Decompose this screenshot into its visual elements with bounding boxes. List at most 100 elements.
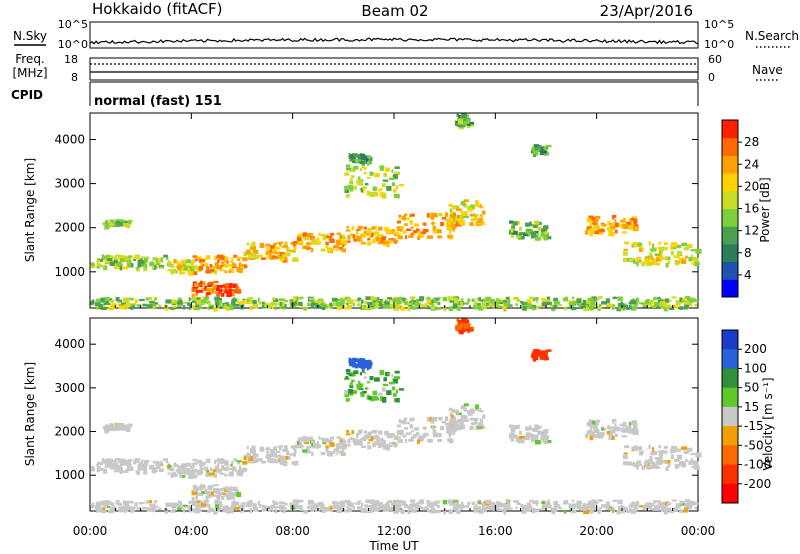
velocity-cell (386, 502, 390, 505)
power-cell (258, 254, 263, 258)
velocity-cell (397, 424, 401, 428)
power-cell (441, 217, 447, 220)
velocity-cell (630, 509, 637, 514)
power-cell (529, 296, 534, 299)
velocity-cell (221, 492, 225, 495)
velocity-cell (675, 505, 681, 509)
power-cell (419, 296, 425, 300)
power-cell (277, 250, 281, 254)
power-cell (264, 302, 267, 307)
power-cell (213, 284, 219, 289)
power-cell (344, 190, 350, 193)
velocity-cell (203, 499, 209, 504)
power-cell (340, 238, 345, 241)
power-cell (670, 246, 677, 250)
velocity-cell (279, 508, 282, 512)
power-cell (658, 241, 662, 245)
colorbar-segment (722, 137, 738, 156)
power-cell (430, 306, 436, 310)
power-cell (154, 302, 159, 305)
velocity-cell (148, 500, 152, 504)
power-cell (361, 161, 366, 166)
velocity-cell (463, 505, 470, 508)
power-cell (397, 220, 401, 224)
velocity-cell (249, 508, 253, 514)
velocity-cell (352, 390, 357, 394)
velocity-cell (265, 507, 271, 510)
velocity-cell (436, 433, 442, 438)
velocity-cell (158, 462, 161, 467)
power-cell (350, 167, 355, 173)
power-cell (325, 241, 329, 245)
velocity-cell (237, 461, 241, 465)
velocity-cell (518, 439, 525, 444)
power-cell (380, 238, 384, 244)
colorbar-segment (722, 330, 738, 350)
velocity-cell (178, 465, 183, 470)
power-cell (250, 246, 256, 250)
power-cell (599, 229, 605, 233)
velocity-cell (290, 445, 295, 449)
velocity-cell (143, 470, 148, 475)
velocity-cell (165, 502, 172, 507)
velocity-cell (121, 505, 127, 509)
power-cell (96, 260, 99, 263)
power-cell (464, 199, 469, 203)
velocity-cell (232, 486, 236, 492)
velocity-cell (227, 496, 233, 500)
velocity-cell (466, 323, 470, 328)
power-cell (617, 303, 624, 307)
velocity-cell (228, 492, 232, 497)
power-cell (94, 301, 101, 307)
colorbar-tick-label: 20 (744, 179, 759, 193)
power-cell (588, 228, 592, 232)
power-cell (136, 267, 140, 272)
power-cell (292, 249, 296, 253)
power-cell (652, 258, 656, 263)
velocity-cell (104, 500, 110, 505)
power-cell (534, 297, 539, 301)
power-cell (546, 301, 552, 306)
power-cell (674, 255, 680, 259)
power-cell (651, 260, 658, 266)
power-cell (458, 220, 464, 225)
velocity-cell (167, 472, 172, 475)
velocity-cell (171, 472, 177, 477)
power-cell (633, 261, 637, 264)
velocity-cell (259, 446, 264, 452)
velocity-cell (134, 502, 138, 507)
velocity-cell (640, 450, 645, 454)
velocity-cell (477, 426, 483, 429)
colorbar-tick-label: 8 (744, 246, 752, 260)
velocity-cell (252, 453, 259, 458)
velocity-cell (410, 499, 416, 503)
velocity-cell (100, 462, 104, 466)
velocity-cell (409, 423, 413, 429)
power-cell (405, 228, 412, 231)
velocity-cell (208, 509, 214, 512)
colorbar-segment (722, 226, 738, 245)
power-cell (245, 250, 251, 255)
power-cell (350, 189, 354, 192)
velocity-cell (404, 504, 409, 509)
power-cell (643, 258, 648, 263)
power-cell (224, 260, 228, 263)
velocity-cell (229, 508, 234, 514)
velocity-cell (344, 377, 350, 381)
power-cell (232, 301, 235, 305)
velocity-cell (543, 439, 548, 445)
velocity-cell (404, 417, 408, 421)
velocity-cell (679, 501, 686, 505)
velocity-cell (226, 509, 230, 514)
power-cell (433, 228, 439, 234)
velocity-cell (546, 499, 550, 505)
power-cell (273, 256, 279, 260)
velocity-cell (223, 467, 229, 472)
power-cell (208, 281, 213, 285)
velocity-cell (188, 508, 192, 513)
velocity-cell (384, 371, 390, 377)
power-cell (460, 298, 464, 302)
power-cell (670, 250, 674, 256)
power-cell (279, 305, 282, 309)
power-cell (469, 222, 474, 227)
